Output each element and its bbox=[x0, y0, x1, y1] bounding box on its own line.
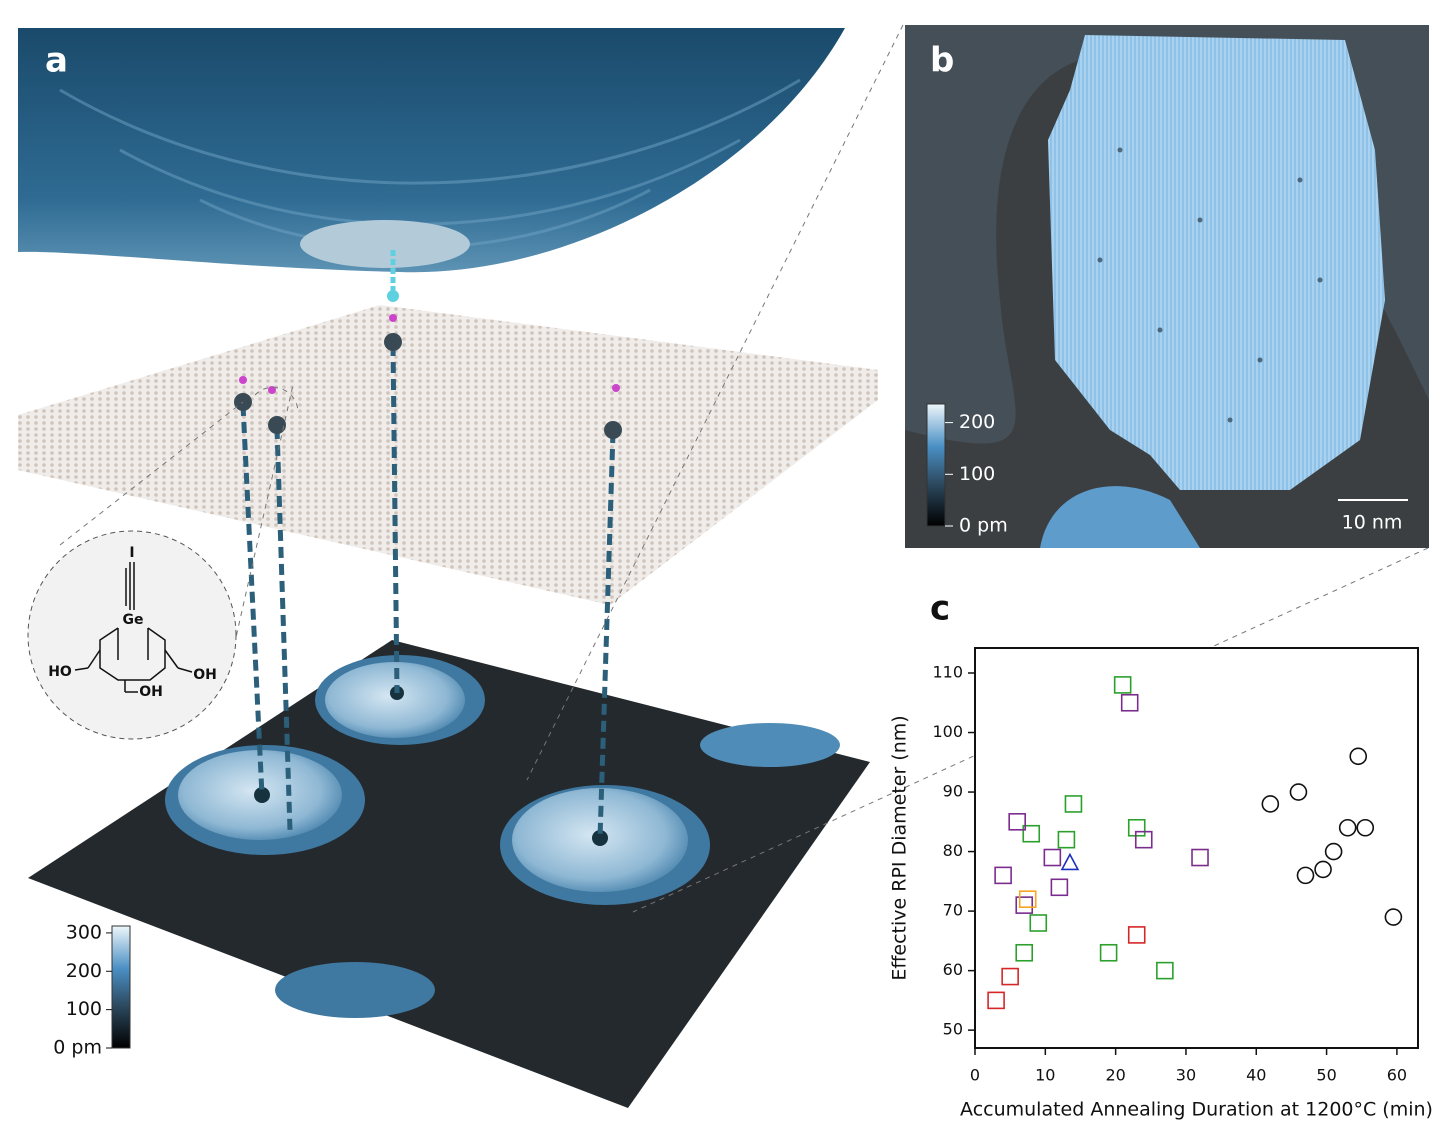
data-point bbox=[1050, 878, 1069, 897]
y-tick-label: 90 bbox=[943, 782, 963, 801]
data-point bbox=[1022, 824, 1041, 843]
y-tick-label: 50 bbox=[943, 1020, 963, 1039]
data-point bbox=[1099, 943, 1118, 962]
data-point bbox=[1356, 818, 1375, 837]
x-tick-label: 40 bbox=[1246, 1066, 1266, 1085]
connector-lines bbox=[59, 24, 1429, 913]
data-point bbox=[1120, 693, 1139, 712]
colorbar-label: 100 bbox=[66, 998, 102, 1020]
plot-frame bbox=[974, 647, 1419, 1049]
graphene-layer bbox=[18, 305, 878, 605]
data-point bbox=[1043, 848, 1062, 867]
panel-label: b bbox=[930, 41, 954, 81]
data-point bbox=[1338, 818, 1357, 837]
rpi-island bbox=[1048, 35, 1385, 490]
data-point bbox=[1029, 914, 1048, 932]
colorbar bbox=[111, 925, 131, 1049]
molecule-label: OH bbox=[139, 684, 163, 700]
data-point bbox=[1015, 943, 1034, 962]
data-point bbox=[1191, 848, 1209, 867]
panel-label: a bbox=[45, 41, 68, 81]
tip-apex bbox=[300, 220, 470, 268]
colorbar-label: 200 bbox=[66, 960, 102, 982]
molecule-label: OH bbox=[193, 667, 217, 683]
data-point bbox=[1001, 967, 1019, 986]
y-tick-label: 60 bbox=[943, 960, 963, 979]
data-point bbox=[1156, 961, 1174, 980]
panel-label: c bbox=[930, 589, 950, 629]
y-tick-label: 80 bbox=[943, 841, 963, 860]
defects bbox=[1097, 147, 1323, 423]
data-point bbox=[1314, 860, 1332, 879]
data-point bbox=[1113, 676, 1132, 694]
y-tick-label: 70 bbox=[943, 901, 963, 920]
colorbar-label: 300 bbox=[66, 921, 102, 943]
molecule-inset bbox=[27, 530, 237, 740]
data-point bbox=[987, 991, 1005, 1010]
x-tick-label: 0 bbox=[970, 1066, 980, 1085]
colorbar-label: 0 pm bbox=[959, 515, 1008, 537]
x-tick-label: 10 bbox=[1035, 1066, 1055, 1085]
molecules bbox=[234, 314, 622, 439]
colorbar-label: 200 bbox=[959, 411, 995, 433]
molecule-label: HO bbox=[48, 664, 72, 680]
data-point bbox=[1060, 852, 1080, 871]
data-point bbox=[1349, 747, 1368, 766]
data-point bbox=[1384, 908, 1403, 926]
panel-b-art: 10 nm b bbox=[905, 25, 1429, 548]
molecule-label: I bbox=[129, 545, 134, 561]
data-point bbox=[1008, 813, 1026, 831]
molecule-label: Ge bbox=[123, 612, 144, 628]
data-point bbox=[1134, 830, 1153, 849]
colorbar-label: 100 bbox=[959, 463, 995, 485]
molecule-structure bbox=[74, 562, 193, 693]
panel-a-art: I Ge HO OH OH a bbox=[18, 24, 1429, 1108]
y-tick-label: 110 bbox=[932, 663, 963, 682]
data-point bbox=[1127, 926, 1146, 944]
x-tick-label: 60 bbox=[1387, 1066, 1407, 1085]
x-axis-label: Accumulated Annealing Duration at 1200°C… bbox=[960, 1099, 1433, 1121]
x-tick-label: 20 bbox=[1105, 1066, 1125, 1085]
x-tick-label: 50 bbox=[1316, 1066, 1336, 1085]
data-point bbox=[1261, 795, 1280, 813]
colorbar bbox=[926, 403, 946, 527]
colorbar-label: 0 pm bbox=[53, 1037, 102, 1059]
x-tick-label: 30 bbox=[1176, 1066, 1196, 1085]
y-axis-label: Effective RPI Diameter (nm) bbox=[889, 715, 911, 980]
data-point bbox=[1296, 866, 1315, 885]
data-point bbox=[1324, 842, 1343, 861]
data-point bbox=[994, 866, 1012, 885]
data-point bbox=[1018, 890, 1037, 908]
tip-atom bbox=[387, 290, 399, 302]
data-point bbox=[1289, 783, 1308, 801]
y-tick-label: 100 bbox=[932, 722, 963, 741]
data-point bbox=[1064, 795, 1083, 813]
data-point bbox=[1015, 896, 1034, 914]
data-point bbox=[1127, 818, 1146, 837]
drop-lines bbox=[240, 344, 616, 839]
scale-bar-label: 10 nm bbox=[1342, 512, 1403, 534]
data-point bbox=[1057, 830, 1076, 849]
rpi-island bbox=[1040, 486, 1200, 548]
